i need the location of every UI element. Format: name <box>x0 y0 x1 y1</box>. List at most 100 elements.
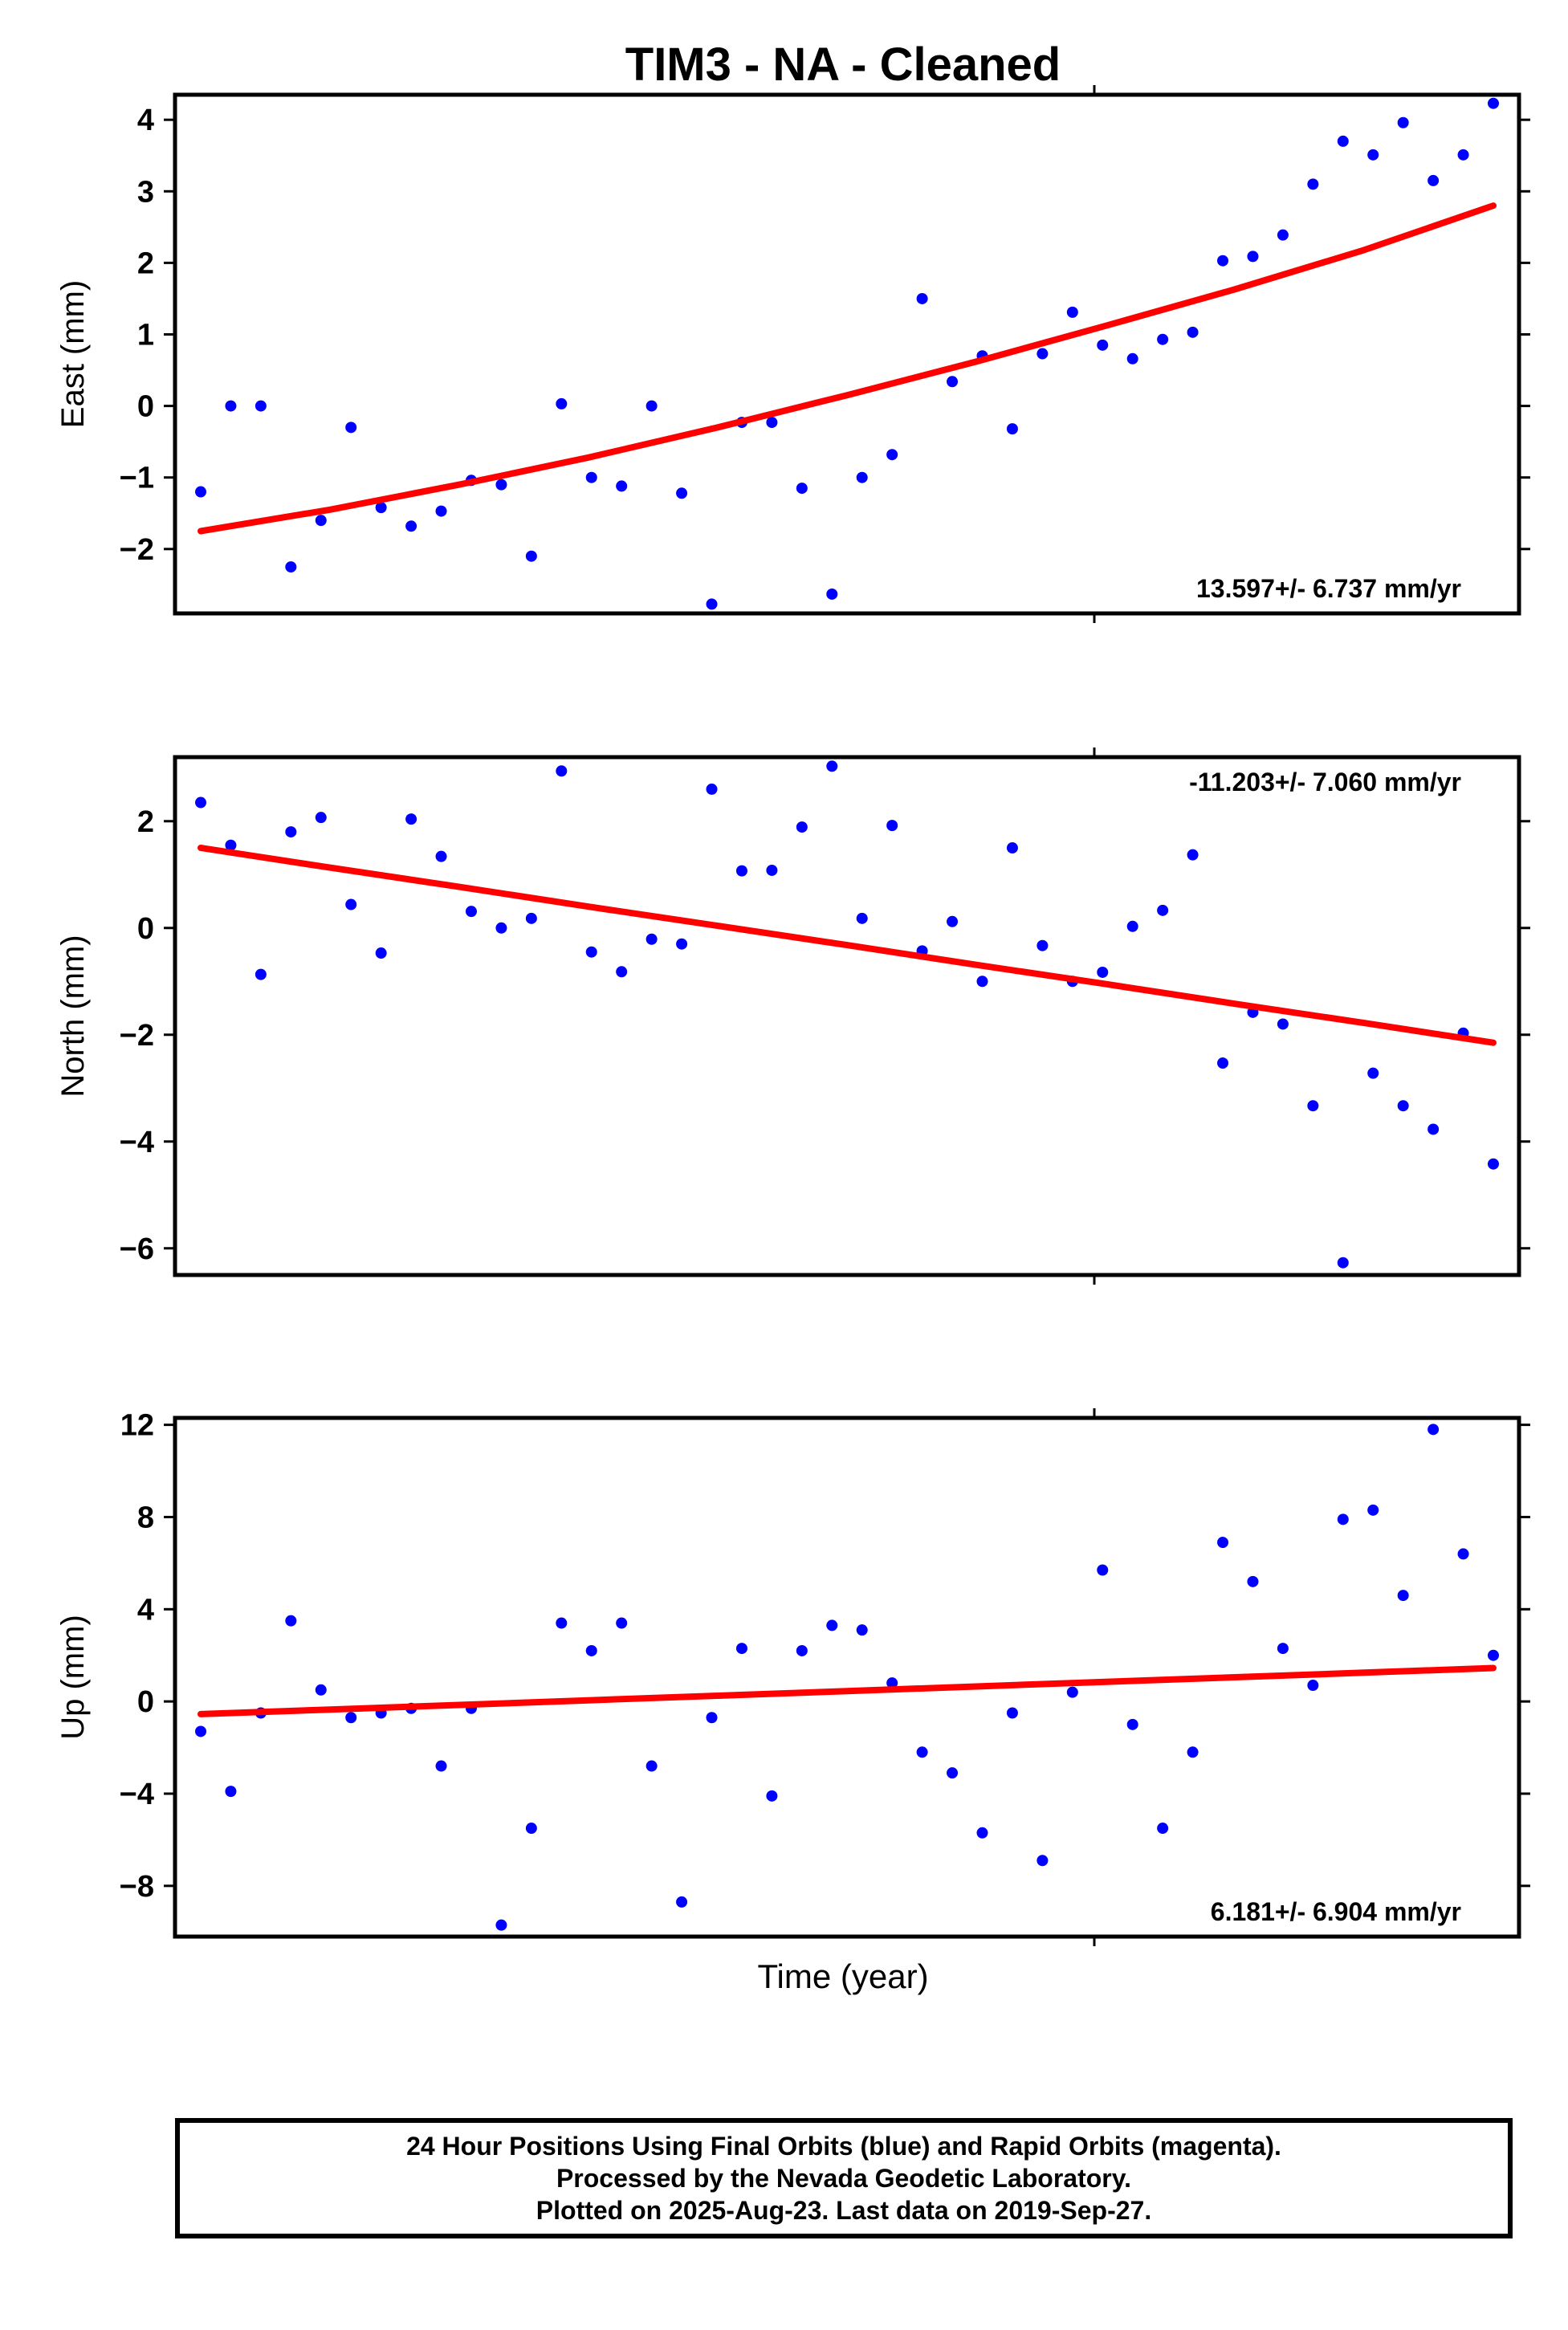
data-point <box>1187 1746 1199 1758</box>
data-point <box>375 947 387 959</box>
data-point <box>1397 116 1409 128</box>
data-point <box>375 502 387 514</box>
data-point <box>1006 842 1018 854</box>
data-point <box>1066 1686 1078 1698</box>
data-point <box>315 812 327 824</box>
data-point <box>766 417 778 429</box>
data-point <box>525 550 537 562</box>
data-point <box>766 1790 778 1802</box>
data-point <box>556 1617 568 1629</box>
data-point <box>706 1712 718 1724</box>
data-point <box>285 826 297 838</box>
data-point <box>886 449 898 461</box>
y-tick-label: 2 <box>137 246 154 280</box>
panel-2: 12 8 4 0 −4 −8 Up (mm) 6.181+/- 6.904 mm/yr <box>55 1408 1530 1946</box>
data-point <box>556 397 568 409</box>
data-point <box>1427 1123 1440 1135</box>
data-point <box>1006 1707 1018 1719</box>
data-point <box>525 912 537 924</box>
panel-1: 2 0 −2 −4 −6 North (mm) -11.203+/- 7.060 mm/yr <box>55 747 1530 1285</box>
data-point <box>345 898 357 910</box>
y-tick-label: −1 <box>120 462 154 495</box>
data-point <box>585 946 597 958</box>
y-tick-label: −4 <box>120 1778 154 1811</box>
data-point <box>315 515 327 527</box>
data-point <box>285 1615 297 1627</box>
data-point <box>195 796 206 809</box>
panels: 4 3 2 1 0 −1 −2 East (mm) 13.597+/- 6.737 mm/yr 2… <box>55 85 1530 1946</box>
data-point <box>1277 1643 1289 1655</box>
y-tick-label: 8 <box>137 1501 154 1534</box>
data-point <box>585 1644 597 1656</box>
footer-line-3: Plotted on 2025-Aug-23. Last data on 201… <box>536 2196 1152 2225</box>
data-point <box>1157 333 1169 345</box>
data-point <box>1157 904 1169 916</box>
data-point <box>1217 1537 1229 1549</box>
data-point <box>616 966 628 978</box>
fit-line <box>198 1664 1497 1717</box>
y-tick-label: −8 <box>120 1870 154 1904</box>
data-point <box>976 976 988 988</box>
y-tick-label: 1 <box>137 318 154 352</box>
y-axis-label: North (mm) <box>55 935 91 1097</box>
data-point <box>1488 1158 1499 1170</box>
data-point <box>886 1677 898 1689</box>
data-point <box>646 400 658 412</box>
data-point <box>916 292 928 304</box>
data-point <box>1037 939 1049 951</box>
data-point <box>976 1827 988 1839</box>
data-point <box>1307 1100 1319 1112</box>
data-point <box>796 483 808 495</box>
rate-annotation: 6.181+/- 6.904 mm/yr <box>1211 1897 1461 1926</box>
data-point <box>1066 306 1078 318</box>
data-point <box>495 1919 507 1931</box>
data-point <box>405 520 417 532</box>
data-point <box>1488 1649 1499 1661</box>
data-point <box>345 422 357 434</box>
data-point <box>706 783 718 795</box>
data-point <box>435 505 447 517</box>
data-point <box>1457 149 1469 161</box>
data-point <box>1337 1513 1349 1525</box>
data-point <box>1037 348 1049 360</box>
data-point <box>706 598 718 610</box>
data-point <box>676 487 688 499</box>
data-point <box>646 933 658 945</box>
plot-frame <box>173 1416 1521 1939</box>
data-point <box>947 915 959 927</box>
data-point <box>465 906 477 918</box>
panel-0: 4 3 2 1 0 −1 −2 East (mm) 13.597+/- 6.737 mm/yr <box>55 85 1530 623</box>
data-point <box>1157 1823 1169 1835</box>
data-point <box>616 480 628 492</box>
data-point <box>1187 849 1199 861</box>
data-point <box>1367 149 1379 161</box>
rate-annotation: -11.203+/- 7.060 mm/yr <box>1189 768 1461 796</box>
plot-frame <box>173 755 1521 1277</box>
data-point <box>1126 352 1138 365</box>
fit-line <box>198 845 1497 1046</box>
data-point <box>1217 255 1229 267</box>
data-point <box>495 922 507 934</box>
data-point <box>1126 1718 1138 1730</box>
data-point <box>676 1896 688 1908</box>
data-point <box>345 1712 357 1724</box>
data-point <box>1277 1018 1289 1030</box>
data-point <box>796 1644 808 1656</box>
data-point <box>495 479 507 491</box>
data-point <box>435 1760 447 1772</box>
y-axis-label: East (mm) <box>55 280 91 428</box>
data-point <box>1307 1680 1319 1692</box>
data-point <box>556 765 568 777</box>
data-point <box>1367 1504 1379 1516</box>
plot-frame <box>173 92 1521 616</box>
y-tick-label: −2 <box>120 1019 154 1053</box>
data-point <box>255 968 267 980</box>
data-point <box>525 1823 537 1835</box>
data-point <box>1397 1590 1409 1602</box>
data-point <box>435 850 447 862</box>
y-tick-label: 0 <box>137 1685 154 1719</box>
data-point <box>947 376 959 388</box>
chart-title: TIM3 - NA - Cleaned <box>625 39 1061 91</box>
data-point <box>1097 339 1109 351</box>
